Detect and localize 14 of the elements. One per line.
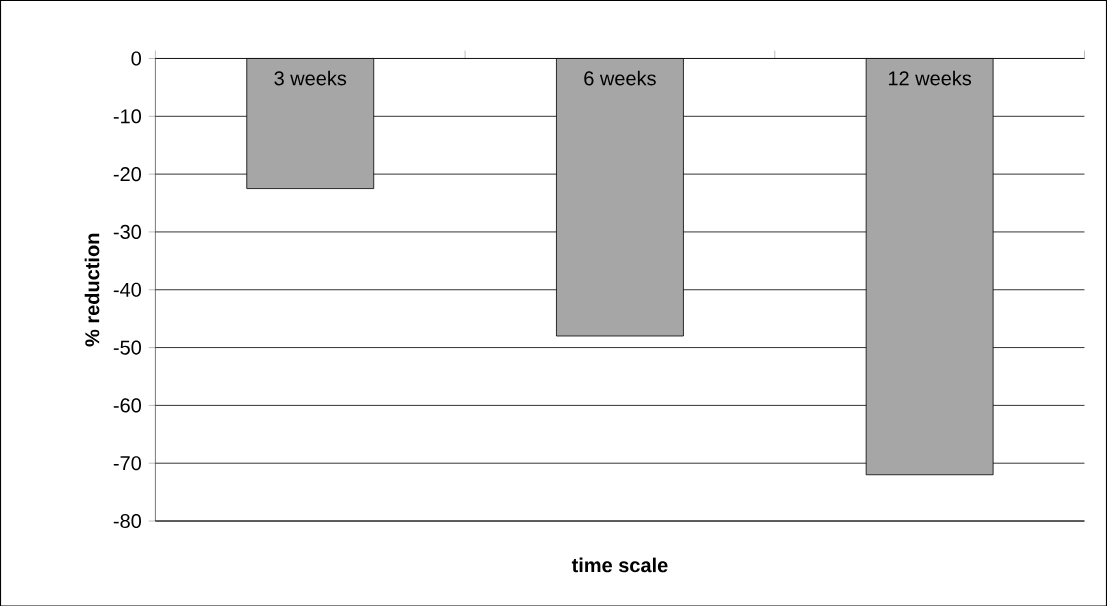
- x-tick-label: 6 weeks: [584, 70, 656, 86]
- y-tick-label: -30: [113, 224, 142, 239]
- y-tick-label: -20: [113, 166, 142, 181]
- y-tick-label: 0: [131, 51, 142, 66]
- x-tick-label: 12 weeks: [888, 70, 972, 86]
- y-tick-label: -50: [113, 340, 142, 355]
- y-tick-label: -40: [113, 282, 142, 297]
- x-axis-title: time scale: [571, 557, 668, 573]
- x-tick-label: 3 weeks: [274, 70, 347, 86]
- y-tick-label: -70: [113, 455, 142, 471]
- y-tick-label: -60: [113, 398, 142, 413]
- y-tick-label: -10: [113, 108, 142, 124]
- y-tick-label: -80: [113, 513, 142, 528]
- y-axis-title: % reduction: [84, 233, 100, 347]
